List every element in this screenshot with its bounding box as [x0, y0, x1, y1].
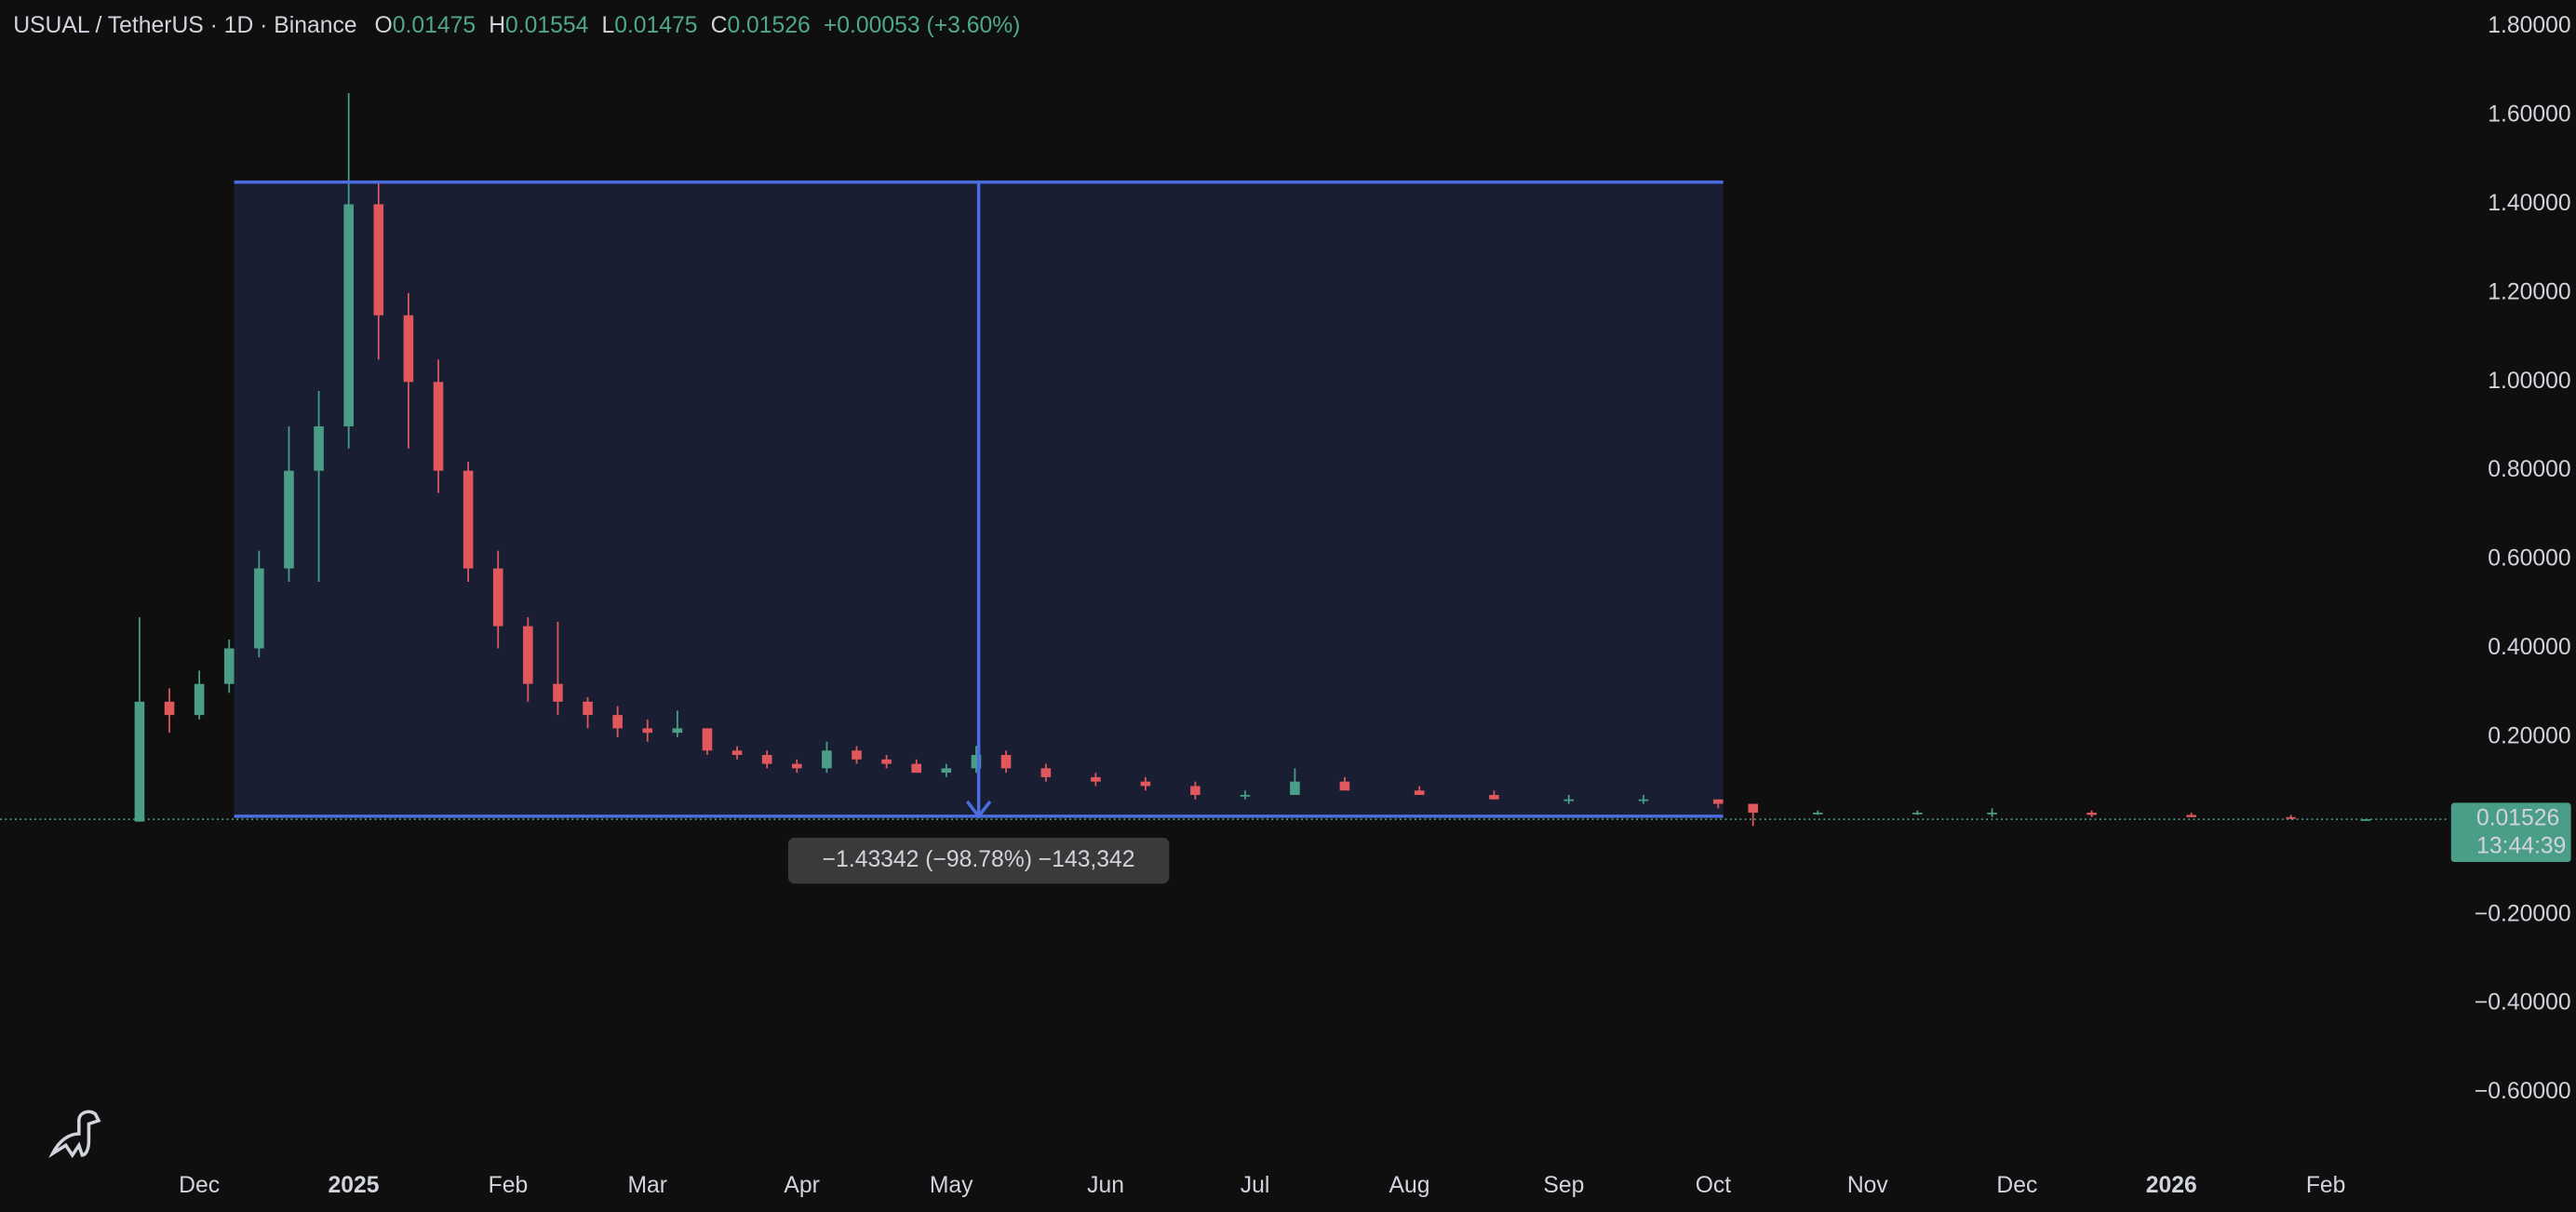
- candle-body: [2286, 816, 2296, 819]
- x-tick-label: Feb: [489, 1173, 529, 1198]
- low-value: 0.01475: [614, 13, 697, 38]
- x-tick-label: Sep: [1543, 1173, 1584, 1198]
- candle-body: [1140, 781, 1151, 787]
- candle-body: [1040, 768, 1052, 777]
- y-tick-label: 0.60000: [2488, 546, 2570, 572]
- candle-body: [612, 715, 623, 729]
- open-label: O: [375, 13, 393, 38]
- close-label: C: [711, 13, 728, 38]
- candle-body: [2186, 815, 2196, 817]
- x-tick-label: 2025: [329, 1173, 380, 1198]
- candle-body: [2360, 819, 2371, 821]
- candle-body: [852, 750, 862, 760]
- change-value: +0.00053 (+3.60%): [824, 13, 1021, 38]
- x-tick-label: Dec: [1996, 1173, 2037, 1198]
- candle-body: [1339, 781, 1350, 791]
- candle-body: [1812, 813, 1823, 815]
- candle-body: [1414, 790, 1425, 795]
- candle-body: [314, 425, 324, 471]
- x-tick-label: Jun: [1087, 1173, 1124, 1198]
- candle-body: [971, 755, 982, 769]
- y-tick-label: −0.60000: [2475, 1079, 2571, 1104]
- measure-arrowhead: [965, 800, 992, 819]
- candle-body: [1987, 813, 1997, 815]
- last-price-box: [2450, 802, 2571, 862]
- chart-title: USUAL / TetherUS · 1D · Binance: [13, 13, 356, 38]
- candle-body: [911, 763, 922, 774]
- open-value: 0.01475: [393, 13, 476, 38]
- header: USUAL / TetherUS · 1D · Binance O0.01475…: [13, 13, 1020, 38]
- candle-body: [373, 204, 384, 316]
- candle-body: [1190, 786, 1201, 795]
- high-label: H: [489, 13, 505, 38]
- candle-body: [403, 315, 414, 383]
- close-value: 0.01526: [727, 13, 810, 38]
- candle-body: [761, 755, 772, 764]
- candle-body: [1091, 776, 1101, 782]
- x-tick-label: 2026: [2146, 1173, 2197, 1198]
- candle-body: [1748, 803, 1759, 814]
- measure-label: −1.43342 (−98.78%) −143,342: [823, 847, 1135, 872]
- candle-body: [1240, 794, 1251, 797]
- x-tick-label: Nov: [1847, 1173, 1889, 1198]
- x-tick-label: Dec: [179, 1173, 220, 1198]
- candle-body: [523, 626, 533, 684]
- countdown: 13:44:39: [2476, 834, 2566, 859]
- candle-body: [702, 728, 713, 751]
- x-tick-label: Jul: [1241, 1173, 1270, 1198]
- candle-body: [2086, 813, 2097, 815]
- candle-body: [254, 568, 264, 649]
- candle-body: [731, 750, 743, 756]
- candle-body: [284, 470, 294, 569]
- logo-shape: [48, 1110, 101, 1159]
- candle-body: [941, 768, 952, 774]
- y-tick-label: 1.00000: [2488, 369, 2570, 394]
- candle-body: [134, 701, 145, 822]
- candle-body: [492, 568, 503, 626]
- candle-body: [791, 763, 802, 769]
- candle-body: [822, 750, 832, 769]
- low-label: L: [601, 13, 614, 38]
- candle-body: [1912, 813, 1923, 815]
- candle-body: [1563, 799, 1575, 801]
- logo: [48, 1110, 101, 1159]
- candle-body: [164, 701, 175, 716]
- candle-body: [433, 382, 444, 471]
- candle-body: [223, 648, 235, 684]
- y-tick-label: 0.40000: [2488, 635, 2570, 660]
- candle-body: [1290, 781, 1300, 795]
- candle-body: [672, 728, 683, 734]
- y-tick-label: 1.20000: [2488, 279, 2570, 304]
- candle-body: [583, 701, 593, 716]
- y-tick-label: 0.20000: [2488, 723, 2570, 748]
- y-tick-label: 1.60000: [2488, 102, 2570, 128]
- x-tick-label: Oct: [1696, 1173, 1732, 1198]
- candle-body: [881, 759, 892, 764]
- x-tick-label: Feb: [2306, 1173, 2346, 1198]
- x-tick-label: May: [930, 1173, 973, 1198]
- candle-body: [194, 683, 205, 716]
- candle-body: [1712, 799, 1724, 804]
- measure-label-box: [787, 837, 1170, 884]
- ohlc-header: O0.01475 H0.01554 L0.01475 C0.01526 +0.00053…: [375, 13, 1021, 38]
- last-price-label: 0.01526: [2476, 806, 2559, 831]
- candle-body: [343, 204, 354, 426]
- y-tick-label: 0.80000: [2488, 457, 2570, 482]
- x-tick-label: Mar: [627, 1173, 667, 1198]
- y-tick-label: −0.20000: [2475, 901, 2571, 926]
- candle-body: [1638, 799, 1649, 801]
- candle-body: [463, 470, 474, 569]
- y-tick-label: −0.40000: [2475, 990, 2571, 1016]
- x-tick-label: Apr: [784, 1173, 819, 1198]
- candle-body: [1489, 794, 1499, 800]
- high-value: 0.01554: [505, 13, 589, 38]
- y-tick-label: 1.80000: [2488, 13, 2570, 38]
- candle-body: [1000, 755, 1012, 769]
- y-tick-label: 1.40000: [2488, 191, 2570, 216]
- candle-body: [553, 683, 563, 702]
- x-tick-label: Aug: [1389, 1173, 1430, 1198]
- candle-body: [642, 728, 653, 734]
